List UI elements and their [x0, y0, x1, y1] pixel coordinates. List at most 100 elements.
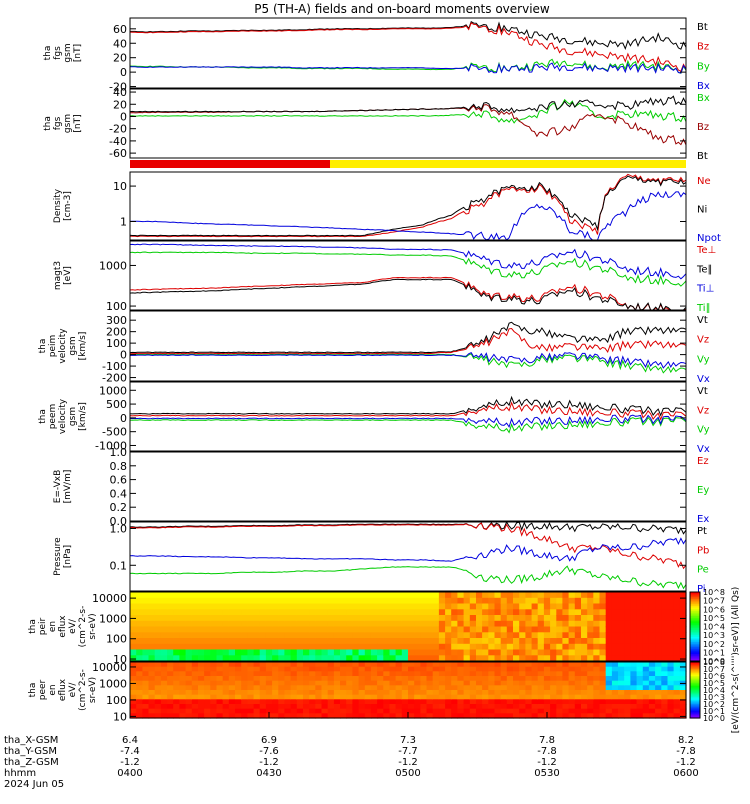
- ytick-label: -20: [109, 123, 127, 136]
- legend-Pe: Pe: [697, 565, 709, 576]
- series-Vz: [129, 327, 687, 355]
- panel-frame: [129, 171, 687, 241]
- colorbar-tick: 10^7: [703, 597, 725, 606]
- series-Vy: [129, 353, 687, 374]
- legend-Vt: Vt: [697, 315, 708, 326]
- xaxis-row-label: tha_Y-GSM: [4, 746, 57, 757]
- series-Pb: [129, 522, 687, 570]
- y-axis-label-line: tha: [28, 619, 38, 634]
- y-axis-label-line: fgs: [53, 46, 63, 60]
- xtick-label: 0430: [256, 768, 281, 779]
- legend-Vz: Vz: [697, 405, 709, 416]
- ytick-label: 100: [106, 300, 127, 313]
- colorbar-ion: 10^810^710^610^510^410^310^210^110^0: [689, 588, 725, 666]
- legend-Bx: Bx: [697, 93, 710, 104]
- colorbar-tick: 10^2: [703, 640, 725, 649]
- legend-Ez: Ez: [697, 456, 709, 467]
- panel-frame: [129, 591, 687, 662]
- y-axis-label-line: magt3: [53, 261, 63, 290]
- panel-frame: [129, 521, 687, 592]
- series-Bx: [129, 98, 687, 124]
- legend-Vx: Vx: [697, 374, 710, 385]
- ytick-label: 0: [120, 412, 127, 425]
- panel-7: 1.0 0.1 Pressure [nPa] Pt Pb Pe Pi: [53, 521, 709, 595]
- y-axis-label-line: fgs: [53, 116, 63, 130]
- legend-Vy: Vy: [697, 425, 710, 436]
- y-axis-label-line: [mV/m]: [63, 470, 73, 504]
- ytick-label: 100: [106, 694, 127, 707]
- xtick-label: -1.2: [537, 757, 557, 768]
- xtick-label: -7.4: [120, 746, 140, 757]
- y-axis-label-line: [nT]: [73, 114, 83, 132]
- y-axis-label-line: peer: [38, 679, 48, 700]
- legend-Pb: Pb: [697, 545, 709, 556]
- y-axis-label: Density [cm-3]: [53, 188, 73, 223]
- series-Vx: [129, 351, 687, 369]
- colorbar-tick: 10^1: [703, 707, 725, 716]
- mode-bar-fast: [330, 160, 686, 168]
- y-axis-label-line: gsm: [63, 43, 73, 62]
- series-Te⊥: [129, 276, 687, 311]
- legend-Bt: Bt: [697, 22, 708, 33]
- xtick-label: -1.2: [398, 757, 418, 768]
- ytick-label: 0.4: [110, 487, 128, 500]
- ytick-label: -500: [102, 426, 127, 439]
- series-Bt: [130, 20, 687, 50]
- ytick-label: -1000: [95, 439, 127, 452]
- y-axis-label-line: tha: [38, 409, 48, 424]
- colorbar-label-text: [eV/(cm^2-s(^'''')sr-eV)] (All Qs): [731, 587, 741, 734]
- series-Bx: [130, 62, 687, 74]
- series-Bz: [129, 104, 687, 146]
- xaxis-row-label: tha_Z-GSM: [4, 757, 59, 768]
- y-axis-label-line: velocity: [58, 398, 68, 434]
- y-axis-label-line: peim: [48, 335, 58, 358]
- ytick-label: -100: [102, 360, 127, 373]
- y-axis-label: tha peim velocity gsm [km/s]: [38, 328, 88, 364]
- colorbar-tick: 10^5: [703, 679, 725, 688]
- legend-Bt: Bt: [697, 151, 708, 162]
- legend-Ni: Ni: [697, 205, 707, 216]
- colorbar-tick: 10^4: [703, 623, 725, 632]
- legend-Ne: Ne: [697, 176, 711, 187]
- y-axis-label-line: [eV]: [63, 266, 73, 285]
- series-Pt: [129, 521, 687, 535]
- ytick-label: 10: [113, 180, 127, 193]
- colorbar-electron: 10^810^710^610^510^410^310^210^110^0: [689, 658, 725, 723]
- legend-Npot: Npot: [697, 233, 721, 244]
- xtick-label: 7.8: [539, 735, 555, 746]
- colorbar-tick: 10^0: [703, 657, 725, 666]
- colorbar-tick: 10^6: [703, 672, 725, 681]
- panel-frame: [129, 451, 687, 522]
- series-Npot: [129, 190, 687, 241]
- ytick-label: 0.0: [110, 515, 128, 528]
- ytick-label: 0.2: [110, 501, 128, 514]
- series-Pi: [129, 537, 687, 562]
- ytick-label: 20: [113, 98, 127, 111]
- ytick-label: 10000: [92, 592, 127, 605]
- legend-Ti⊥: Ti⊥: [696, 284, 714, 295]
- colorbar-tick: 10^7: [703, 665, 725, 674]
- series-By: [129, 58, 687, 74]
- figure-title: P5 (TH-A) fields and on-board moments ov…: [254, 2, 550, 16]
- ytick-label: 100: [106, 337, 127, 350]
- y-axis-label-line: gsm: [68, 336, 78, 355]
- colorbar-tick: 10^3: [703, 693, 725, 702]
- xtick-label: 7.3: [400, 735, 416, 746]
- y-axis-label: tha fgs gsm [nT]: [43, 114, 83, 133]
- ytick-label: 10: [113, 653, 127, 666]
- legend-Te⊥: Te⊥: [696, 245, 716, 256]
- ytick-label: 40: [113, 37, 127, 50]
- ytick-label: 40: [113, 86, 127, 99]
- y-axis-label-line: eflux: [58, 678, 68, 701]
- y-axis-label-line: [km/s]: [78, 402, 88, 431]
- series-Ti∥: [129, 251, 687, 287]
- panel-frame: [129, 310, 687, 382]
- y-axis-label-line: E=-VxB: [53, 470, 63, 504]
- y-axis-label: Pressure [nPa]: [53, 537, 73, 576]
- panel-frame: [129, 240, 687, 311]
- colorbar-tick: 10^8: [703, 588, 725, 597]
- ytick-label: 0.6: [110, 474, 128, 487]
- y-axis-label-line: tha: [28, 683, 38, 698]
- xtick-label: -1.2: [120, 757, 140, 768]
